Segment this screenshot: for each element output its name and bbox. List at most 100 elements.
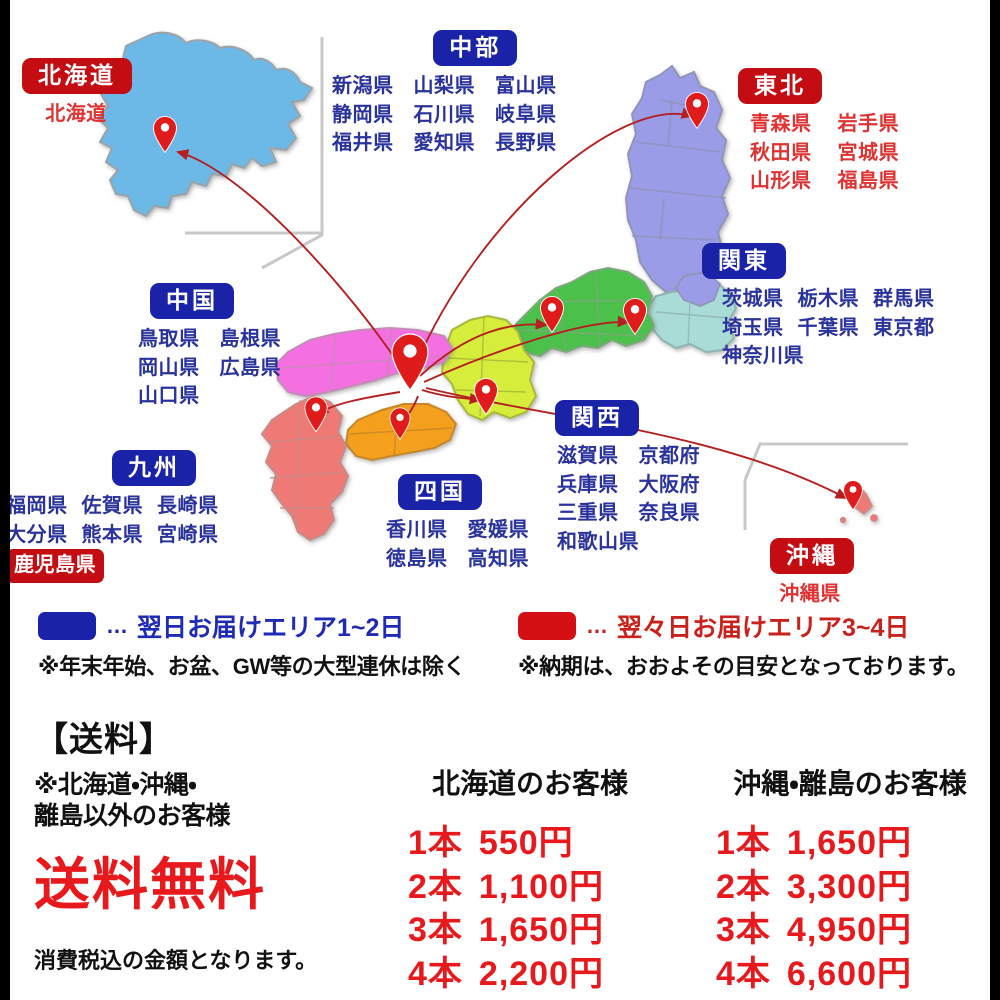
japan-map-svg <box>96 31 908 542</box>
prefecture: 兵庫県 <box>557 473 619 496</box>
price-row: 3本 4,950円 <box>716 909 1000 953</box>
prefecture: 愛媛県 <box>467 519 529 542</box>
shipping-general-subtitle-line1: ※北海道・沖縄・ <box>34 771 197 799</box>
prefecture: 神奈川県 <box>722 345 804 368</box>
prefecture: 長崎県 <box>157 495 219 518</box>
price-qty: 3本 <box>408 911 463 950</box>
prefecture-list-okinawa: 沖縄県 <box>768 580 852 608</box>
prefecture: 埼玉県 <box>722 316 784 339</box>
region-label-kanto: 関東 茨城県 栃木県 群馬県 埼玉県 千葉県 東京都 神奈川県 <box>702 243 935 371</box>
prefecture-list-kansai: 滋賀県 京都府 兵庫県 大阪府 三重県 奈良県 和歌山県 <box>557 442 700 556</box>
price-qty: 4本 <box>408 954 463 993</box>
price-qty: 1本 <box>408 824 463 862</box>
prefecture: 青森県 <box>750 113 812 136</box>
price-qty: 2本 <box>716 867 771 906</box>
region-label-kyushu: 九州 福岡県 佐賀県 長崎県 大分県 熊本県 宮崎県 鹿児島県 <box>6 450 219 583</box>
shipping-section-title: 【送料】 <box>34 721 174 759</box>
region-label-shikoku: 四国 香川県 愛媛県 徳島県 高知県 <box>386 474 529 573</box>
arrow-to-kanto <box>423 315 631 383</box>
region-badge-chugoku: 中国 <box>150 283 234 320</box>
prefecture: 宮崎県 <box>157 523 219 546</box>
delivery-legend: … 翌日お届けエリア1~2日 ※年末年始、お盆、GW等の大型連休は除く … 翌々… <box>0 608 1000 698</box>
legend-label-next-day: 翌日お届けエリア1~2日 <box>137 614 405 642</box>
map-region-hokkaido <box>96 31 314 218</box>
pin-origin-chugoku <box>391 333 429 392</box>
prefecture: 群馬県 <box>873 288 935 311</box>
pin-chubu <box>540 296 564 334</box>
prefecture: 福島県 <box>837 170 899 193</box>
right-black-border <box>990 0 1000 1000</box>
price-row: 4本 6,600円 <box>716 953 1000 997</box>
prefecture: 大分県 <box>6 523 68 546</box>
prefecture: 三重県 <box>557 502 619 525</box>
prefecture: 千葉県 <box>797 316 859 339</box>
prefecture: 岡山県 <box>138 356 200 379</box>
shipping-column-okinawa: 沖縄・離島のお客様 1本 1,650円 2本 3,300円 3本 4,950円 4本 6… <box>700 762 1000 996</box>
pin-kansai <box>474 378 498 416</box>
region-label-hokkaido: 北海道 北海道 <box>22 58 132 129</box>
shipping-general-subtitle-line2: 離島以外のお客様 <box>34 801 231 830</box>
prefecture: 石川県 <box>413 103 475 126</box>
region-label-chubu: 中部 新潟県 山梨県 富山県 静岡県 石川県 岐阜県 福井県 愛知県 長野県 <box>332 30 557 158</box>
region-badge-kanto: 関東 <box>702 243 786 280</box>
price-row: 2本 1,100円 <box>408 866 680 910</box>
prefecture: 広島県 <box>219 356 281 379</box>
prefecture: 和歌山県 <box>557 530 639 553</box>
prefecture: 福井県 <box>332 132 394 155</box>
prefecture: 徳島県 <box>386 547 448 570</box>
region-badge-shikoku: 四国 <box>398 474 482 511</box>
prefecture: 奈良県 <box>638 502 700 525</box>
pin-tohoku <box>685 92 709 130</box>
legend-label-two-day: 翌々日お届けエリア3~4日 <box>617 614 910 642</box>
prefecture: 沖縄県 <box>779 583 841 606</box>
region-badge-kansai: 関西 <box>555 400 639 437</box>
price-row: 1本 1,650円 <box>716 822 1000 866</box>
price-qty: 4本 <box>716 954 771 993</box>
prefecture: 秋田県 <box>750 141 812 164</box>
prefecture: 高知県 <box>467 547 529 570</box>
price-qty: 3本 <box>716 911 771 950</box>
legend-note-two-day: ※納期は、おおよその目安となっております。 <box>518 654 969 679</box>
tax-included-note: 消費税込の金額となります。 <box>34 948 318 973</box>
price-row: 2本 3,300円 <box>716 866 1000 910</box>
price-list-hokkaido: 1本 550円 2本 1,100円 3本 1,650円 4本 2,200円 <box>380 822 680 996</box>
price-amount: 6,600円 <box>786 954 913 993</box>
price-list-okinawa: 1本 1,650円 2本 3,300円 3本 4,950円 4本 6,600円 <box>700 822 1000 996</box>
prefecture: 佐賀県 <box>81 495 143 518</box>
prefecture-list-chubu: 新潟県 山梨県 富山県 静岡県 石川県 岐阜県 福井県 愛知県 長野県 <box>332 72 557 157</box>
prefecture: 茨城県 <box>722 288 784 311</box>
prefecture: 栃木県 <box>797 288 859 311</box>
prefecture: 島根県 <box>219 328 281 351</box>
shipping-column-general: ※北海道・沖縄・ 離島以外のお客様 送料無料 消費税込の金額となります。 <box>34 770 354 975</box>
region-label-tohoku: 東北 青森県 岩手県 秋田県 宮城県 山形県 福島県 <box>738 68 899 196</box>
region-badge-chubu: 中部 <box>433 30 518 67</box>
pin-kyushu <box>304 396 328 433</box>
japan-delivery-map: 北海道 北海道 中部 新潟県 山梨県 富山県 静岡県 石川県 岐阜県 福井県 愛知県 長野県… <box>6 30 935 605</box>
prefecture: 山口県 <box>138 385 200 408</box>
price-amount: 4,950円 <box>786 911 913 950</box>
prefecture: 鳥取県 <box>138 328 200 351</box>
region-badge-okinawa: 沖縄 <box>770 538 854 575</box>
shipping-general-subtitle: ※北海道・沖縄・ 離島以外のお客様 <box>34 770 354 831</box>
prefecture: 大阪府 <box>638 473 700 496</box>
prefecture: 熊本県 <box>81 523 143 546</box>
price-amount: 550円 <box>478 824 574 862</box>
legend-swatch-red <box>518 612 576 640</box>
prefecture: 山梨県 <box>413 75 475 98</box>
region-label-okinawa: 沖縄 沖縄県 <box>768 538 854 609</box>
inset-frame-hokkaido <box>185 37 324 270</box>
region-label-kansai: 関西 滋賀県 京都府 兵庫県 大阪府 三重県 奈良県 和歌山県 <box>543 400 700 556</box>
price-amount: 1,650円 <box>478 911 605 950</box>
map-region-tohoku <box>624 64 732 298</box>
pin-shikoku <box>389 407 411 440</box>
prefecture: 宮城県 <box>837 141 899 164</box>
prefecture-list-hokkaido: 北海道 <box>22 100 130 128</box>
prefecture: 岐阜県 <box>495 103 557 126</box>
prefecture: 滋賀県 <box>557 445 619 468</box>
inset-frame-okinawa <box>743 442 908 530</box>
price-amount: 2,200円 <box>478 954 605 993</box>
legend-next-day: … 翌日お届けエリア1~2日 ※年末年始、お盆、GW等の大型連休は除く <box>38 608 466 681</box>
pin-kanto <box>623 298 647 336</box>
legend-note-next-day: ※年末年始、お盆、GW等の大型連休は除く <box>38 654 466 679</box>
